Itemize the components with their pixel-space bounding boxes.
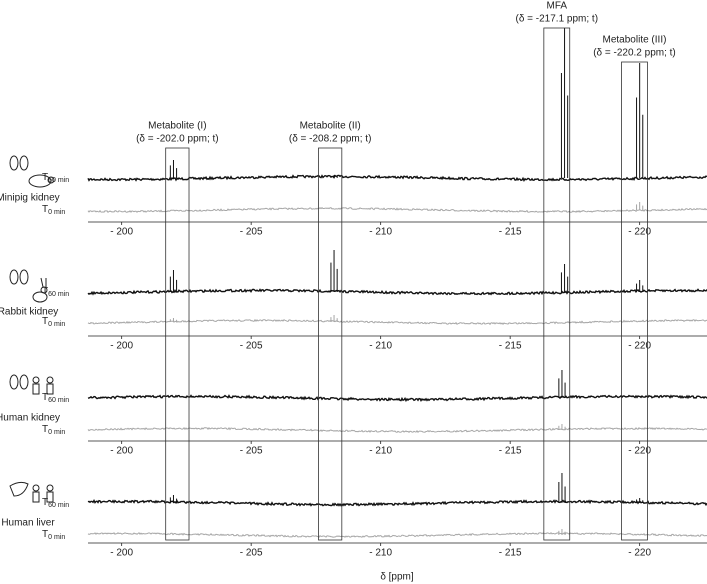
x-tick-label: - 215 bbox=[499, 548, 522, 559]
x-tick-label: - 205 bbox=[240, 446, 263, 457]
spectrum-baseline bbox=[87, 531, 707, 538]
x-tick-label: - 200 bbox=[110, 341, 133, 352]
x-tick-label: - 215 bbox=[499, 446, 522, 457]
x-tick-label: - 215 bbox=[499, 227, 522, 238]
x-tick-label: - 220 bbox=[628, 227, 651, 238]
spectrum-baseline bbox=[87, 426, 707, 433]
trace-label: T60 min bbox=[42, 286, 69, 298]
annotation-name: Metabolite (III) bbox=[603, 35, 667, 46]
trace-label-sub: 60 min bbox=[48, 397, 69, 404]
spectrum-baseline bbox=[87, 318, 707, 326]
sample-label: Rabbit kidney bbox=[0, 307, 58, 318]
x-tick-label: - 220 bbox=[628, 341, 651, 352]
trace-label-main: T bbox=[42, 286, 48, 297]
annotation-name: Metabolite (I) bbox=[148, 121, 206, 132]
x-tick-label: - 200 bbox=[110, 446, 133, 457]
x-tick-label: - 205 bbox=[240, 227, 263, 238]
trace-label: T0 min bbox=[42, 424, 65, 436]
spectrum-baseline bbox=[87, 394, 707, 403]
annotation-detail: (δ = -220.2 ppm; t) bbox=[593, 48, 676, 59]
trace-label: T60 min bbox=[42, 392, 69, 404]
sample-label: Human liver bbox=[1, 518, 55, 529]
trace-label-sub: 0 min bbox=[48, 429, 65, 436]
x-tick-label: - 210 bbox=[369, 548, 392, 559]
trace-label: T0 min bbox=[42, 529, 65, 541]
x-tick-label: - 210 bbox=[369, 227, 392, 238]
icon-human-kidney bbox=[9, 374, 54, 395]
spectrum-baseline bbox=[87, 174, 707, 183]
x-tick-label: - 210 bbox=[369, 341, 392, 352]
sample-label: Human kidney bbox=[0, 413, 60, 424]
annotation-box bbox=[165, 147, 190, 541]
trace-label-main: T bbox=[42, 204, 48, 215]
trace-label-main: T bbox=[42, 316, 48, 327]
x-tick-label: - 210 bbox=[369, 446, 392, 457]
trace-label: T60 min bbox=[42, 172, 69, 184]
trace-label-main: T bbox=[42, 529, 48, 540]
x-tick-label: - 220 bbox=[628, 446, 651, 457]
x-tick-label: - 205 bbox=[240, 341, 263, 352]
x-tick-label: - 220 bbox=[628, 548, 651, 559]
annotation-detail: (δ = -208.2 ppm; t) bbox=[289, 134, 372, 145]
annotation-box bbox=[621, 61, 648, 541]
spectrum-baseline bbox=[87, 288, 707, 296]
x-axis-title: δ [ppm] bbox=[380, 572, 414, 583]
annotation-detail: (δ = -217.1 ppm; t) bbox=[516, 14, 599, 25]
annotation-name: Metabolite (II) bbox=[300, 121, 361, 132]
sample-label: Minipig kidney bbox=[0, 193, 60, 204]
trace-label-main: T bbox=[42, 172, 48, 183]
trace-label: T0 min bbox=[42, 204, 65, 216]
x-tick-label: - 215 bbox=[499, 341, 522, 352]
spectrum-baseline bbox=[87, 207, 707, 214]
trace-label-sub: 0 min bbox=[48, 321, 65, 328]
annotation-detail: (δ = -202.0 ppm; t) bbox=[136, 134, 219, 145]
annotation-box bbox=[543, 27, 571, 541]
x-tick-label: - 200 bbox=[110, 227, 133, 238]
annotation-name: MFA bbox=[547, 1, 568, 12]
trace-label-main: T bbox=[42, 424, 48, 435]
x-tick-label: - 200 bbox=[110, 548, 133, 559]
spectrum-baseline bbox=[87, 498, 707, 507]
trace-label-sub: 60 min bbox=[48, 177, 69, 184]
trace-label-main: T bbox=[42, 392, 48, 403]
trace-label-sub: 0 min bbox=[48, 209, 65, 216]
trace-label-sub: 60 min bbox=[48, 502, 69, 509]
annotation-box bbox=[318, 147, 343, 541]
icon-rabbit bbox=[9, 269, 48, 303]
trace-label: T0 min bbox=[42, 316, 65, 328]
trace-label-sub: 0 min bbox=[48, 534, 65, 541]
trace-label: T60 min bbox=[42, 497, 69, 509]
trace-label-sub: 60 min bbox=[48, 291, 69, 298]
icon-minipig bbox=[9, 155, 55, 188]
icon-human-liver bbox=[9, 481, 54, 503]
trace-label-main: T bbox=[42, 497, 48, 508]
x-tick-label: - 205 bbox=[240, 548, 263, 559]
